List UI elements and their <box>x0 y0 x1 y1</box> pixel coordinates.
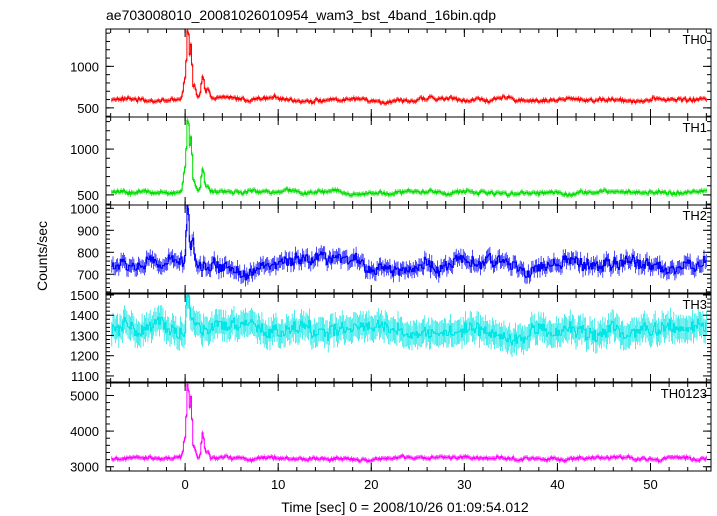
panel-frame <box>105 204 712 294</box>
panel-label: TH2 <box>682 208 707 223</box>
panel-th1: 500 1000 TH1 <box>70 116 712 206</box>
panel-label: TH3 <box>682 297 707 312</box>
y-tick-label: 800 <box>77 245 99 260</box>
x-tick-label: 0 <box>181 477 188 492</box>
y-tick-label: 1000 <box>70 201 99 216</box>
y-tick-label: 1100 <box>71 369 99 384</box>
panel-label: TH0 <box>682 32 707 47</box>
chart-title: ae703008010_20081026010954_wam3_bst_4ban… <box>106 7 496 23</box>
error-bars <box>111 29 707 106</box>
light-curve-line <box>111 205 707 281</box>
y-tick-label: 1200 <box>70 349 99 364</box>
series-th2 <box>111 205 707 287</box>
y-tick-label: 1000 <box>70 59 99 74</box>
panel-th2: 700 800 900 1000 TH2 <box>70 201 712 294</box>
y-tick-label: 1400 <box>70 308 99 323</box>
y-tick-label: 5000 <box>70 388 99 403</box>
error-bars <box>111 205 707 287</box>
panel-label: TH1 <box>682 120 707 135</box>
light-curve-line <box>111 30 707 105</box>
panel-th3: 1100 1200 1300 1400 1500 TH3 <box>70 288 712 384</box>
y-tick-label: 700 <box>77 267 99 282</box>
y-tick-label: 3000 <box>70 460 99 475</box>
x-tick-label: 50 <box>643 477 657 492</box>
series-th1 <box>111 117 707 199</box>
y-tick-label: 500 <box>77 101 99 116</box>
y-tick-label: 1300 <box>70 328 99 343</box>
series-th3 <box>111 294 707 357</box>
light-curve-line <box>111 295 707 346</box>
light-curve-line <box>111 119 707 197</box>
y-tick-label: 1500 <box>70 288 99 303</box>
light-curve-line <box>111 384 707 462</box>
y-tick-label: 900 <box>77 223 99 238</box>
panel-th0: 500 1000 TH0 <box>70 28 712 118</box>
x-tick-label: 40 <box>550 477 564 492</box>
panel-label: TH0123 <box>661 386 707 401</box>
series-th0 <box>111 29 707 106</box>
y-tick-label: 1000 <box>70 142 99 157</box>
x-tick-label: 30 <box>457 477 471 492</box>
y-tick-label: 4000 <box>70 424 99 439</box>
series-th0123 <box>111 383 707 464</box>
x-axis-label: Time [sec] 0 = 2008/10/26 01:09:54.012 <box>281 499 529 515</box>
x-tick-label: 20 <box>364 477 378 492</box>
y-tick-label: 500 <box>77 188 99 203</box>
panel-th0123: 3000 4000 5000 TH0123 <box>70 382 712 475</box>
panel-frame <box>105 28 712 118</box>
y-axis-label: Counts/sec <box>34 221 50 291</box>
x-tick-label: 10 <box>271 477 285 492</box>
